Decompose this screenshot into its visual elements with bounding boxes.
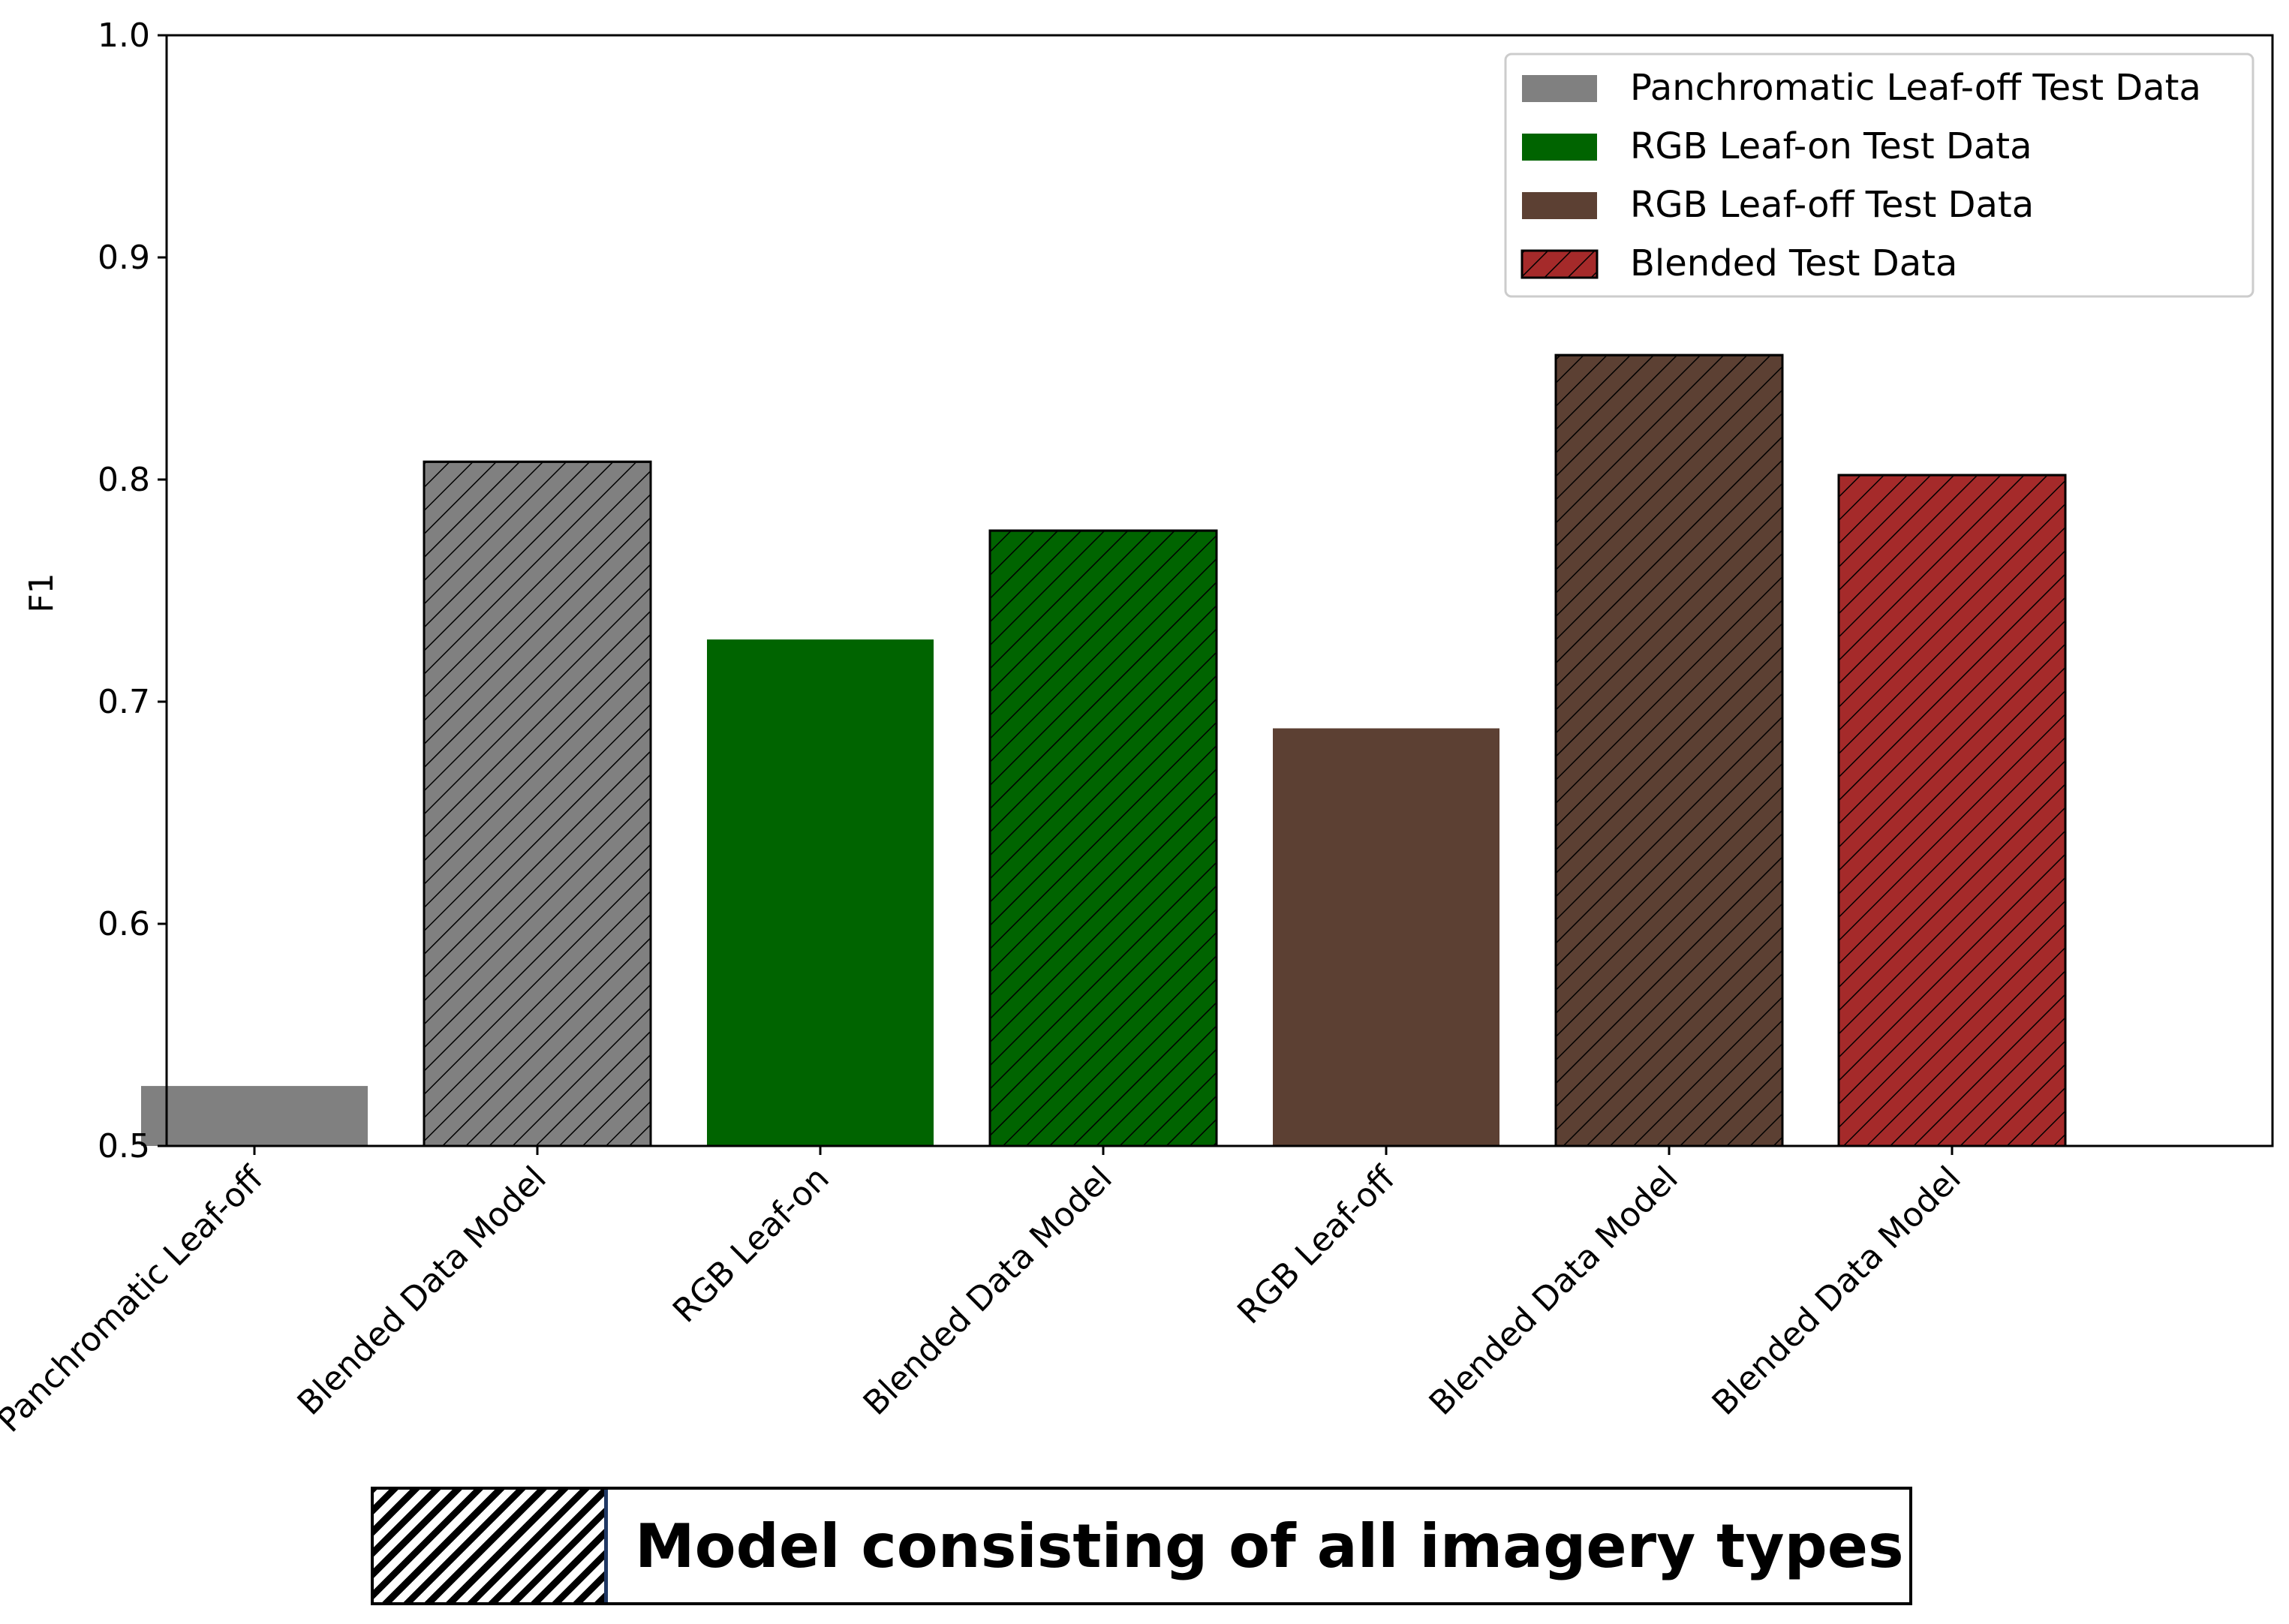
legend-label-1: RGB Leaf-on Test Data [1630, 125, 2032, 167]
legend-label-3: Blended Test Data [1630, 242, 1957, 284]
x-tick-label-5: Blended Data Model [1422, 1159, 1686, 1423]
x-tick-label-2: RGB Leaf-on [666, 1159, 837, 1331]
x-tick-label-1: Blended Data Model [290, 1159, 554, 1423]
bar-2 [707, 639, 934, 1146]
y-tick-label-1: 0.6 [98, 905, 150, 943]
bar-hatch-1 [423, 460, 652, 1147]
y-tick-label-3: 0.8 [98, 461, 150, 499]
legend-swatch-1 [1522, 134, 1597, 161]
bars-group [141, 353, 2067, 1147]
x-axis: Panchromatic Leaf-off Blended Data Model R… [0, 1146, 1969, 1440]
hatch-note-text: Model consisting of all imagery types [635, 1511, 1904, 1581]
plot-frame [165, 34, 2274, 1147]
y-tick-label-2: 0.7 [98, 683, 150, 721]
y-axis: 0.5 0.6 0.7 0.8 0.9 1.0 [98, 17, 167, 1165]
legend-swatch-2 [1522, 192, 1597, 219]
legend: Panchromatic Leaf-off Test Data RGB Leaf-… [1504, 53, 2254, 298]
y-axis-label: F1 [23, 573, 61, 612]
legend-label-2: RGB Leaf-off Test Data [1630, 184, 2034, 226]
x-tick-label-0: Panchromatic Leaf-off [0, 1159, 272, 1440]
bar-hatch-6 [1837, 474, 2067, 1147]
legend-swatch-hatch-3 [1520, 249, 1599, 279]
bar-4 [1273, 728, 1499, 1146]
x-tick-label-6: Blended Data Model [1705, 1159, 1969, 1423]
y-tick-label-0: 0.5 [98, 1127, 150, 1165]
hatch-swatch [374, 1490, 608, 1602]
y-tick-label-4: 0.9 [98, 239, 150, 277]
bar-hatch-5 [1554, 353, 1784, 1147]
legend-swatch-0 [1522, 75, 1597, 102]
legend-frame [1504, 53, 2254, 298]
x-tick-label-4: RGB Leaf-off [1230, 1159, 1403, 1332]
legend-label-0: Panchromatic Leaf-off Test Data [1630, 67, 2201, 109]
hatch-note-box: Model consisting of all imagery types [371, 1487, 1912, 1605]
y-tick-label-5: 1.0 [98, 17, 150, 55]
bar-hatch-3 [988, 529, 1218, 1147]
bar-0 [141, 1086, 368, 1146]
x-tick-label-3: Blended Data Model [856, 1159, 1120, 1423]
